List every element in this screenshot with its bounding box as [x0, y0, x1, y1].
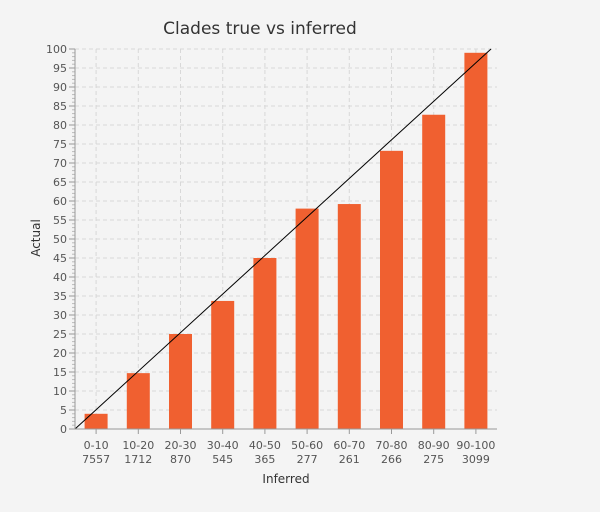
bar	[253, 258, 277, 429]
y-tick-label: 70	[53, 157, 67, 170]
bars	[84, 52, 488, 430]
y-tick-label: 90	[53, 81, 67, 94]
x-tick-label: 0-10	[84, 439, 109, 452]
x-count-label: 277	[297, 453, 318, 466]
y-tick-label: 55	[53, 214, 67, 227]
x-tick-label: 90-100	[456, 439, 495, 452]
x-tick-label: 30-40	[207, 439, 239, 452]
y-tick-label: 5	[60, 404, 67, 417]
bar	[295, 208, 319, 429]
x-tick-label: 20-30	[165, 439, 197, 452]
y-tick-label: 15	[53, 366, 67, 379]
chart-title: Clades true vs inferred	[163, 19, 357, 39]
x-count-label: 275	[423, 453, 444, 466]
y-tick-label: 80	[53, 119, 67, 132]
bar	[126, 373, 150, 429]
y-tick-label: 45	[53, 252, 67, 265]
bar	[169, 334, 192, 429]
y-tick-label: 0	[60, 423, 67, 436]
y-tick-label: 100	[46, 43, 67, 56]
y-tick-label: 10	[53, 385, 67, 398]
x-tick-label: 10-20	[122, 439, 154, 452]
y-tick-label: 20	[53, 347, 67, 360]
x-count-label: 1712	[124, 453, 152, 466]
y-tick-label: 35	[53, 290, 67, 303]
axes: 0 5 10 15 20 25 30 35 40 45 50 55 60 65 70 75 80 85 90 95 10…	[46, 43, 497, 466]
x-count-label: 7557	[82, 453, 110, 466]
bar	[211, 300, 235, 429]
y-tick-label: 50	[53, 233, 67, 246]
x-count-label: 365	[254, 453, 275, 466]
x-tick-label: 50-60	[291, 439, 323, 452]
y-tick-label: 40	[53, 271, 67, 284]
y-tick-label: 85	[53, 100, 67, 113]
x-tick-label: 60-70	[333, 439, 365, 452]
y-tick-label: 25	[53, 328, 67, 341]
bar	[464, 52, 488, 430]
y-tick-label: 60	[53, 195, 67, 208]
x-count-label: 545	[212, 453, 233, 466]
x-tick-label: 70-80	[376, 439, 408, 452]
x-tick-label: 40-50	[249, 439, 281, 452]
x-count-label: 266	[381, 453, 402, 466]
y-tick-label: 75	[53, 138, 67, 151]
bar	[380, 150, 403, 429]
x-count-label: 261	[339, 453, 360, 466]
x-tick-label: 80-90	[418, 439, 450, 452]
x-count-label: 870	[170, 453, 191, 466]
bar	[84, 413, 108, 429]
y-tick-label: 65	[53, 176, 67, 189]
reference-line-group	[74, 48, 492, 430]
y-tick-label: 95	[53, 62, 67, 75]
x-axis-label: Inferred	[262, 472, 309, 486]
y-axis-label: Actual	[29, 219, 43, 257]
y-tick-label: 30	[53, 309, 67, 322]
reference-line	[74, 48, 492, 430]
bar	[422, 114, 446, 430]
x-count-label: 3099	[462, 453, 490, 466]
bar	[337, 204, 361, 429]
